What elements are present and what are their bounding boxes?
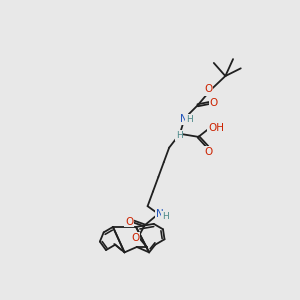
Text: H: H — [186, 115, 193, 124]
Text: H: H — [162, 212, 169, 221]
Text: N: N — [180, 114, 188, 124]
Text: N: N — [180, 113, 188, 123]
Text: O: O — [210, 98, 218, 108]
Text: H: H — [176, 131, 182, 140]
Text: O: O — [204, 84, 212, 94]
Text: OH: OH — [208, 123, 224, 133]
Text: H: H — [176, 131, 182, 140]
Text: O: O — [125, 217, 133, 226]
Text: O: O — [131, 233, 140, 243]
Text: H: H — [186, 115, 193, 124]
Text: H: H — [162, 212, 169, 221]
Text: O: O — [125, 217, 133, 226]
Text: O: O — [204, 85, 212, 95]
Text: O: O — [131, 233, 140, 243]
Text: N: N — [156, 209, 164, 219]
Text: O: O — [204, 147, 212, 157]
Text: OH: OH — [208, 123, 224, 133]
Text: O: O — [210, 98, 218, 108]
Text: O: O — [204, 146, 212, 157]
Text: N: N — [156, 209, 164, 219]
